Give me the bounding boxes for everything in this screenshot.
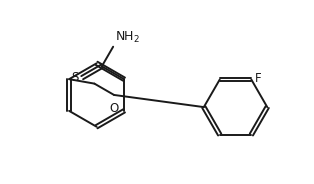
Text: NH$_2$: NH$_2$ — [115, 30, 140, 45]
Text: S: S — [71, 71, 78, 84]
Text: F: F — [255, 72, 262, 85]
Text: O: O — [109, 102, 119, 115]
